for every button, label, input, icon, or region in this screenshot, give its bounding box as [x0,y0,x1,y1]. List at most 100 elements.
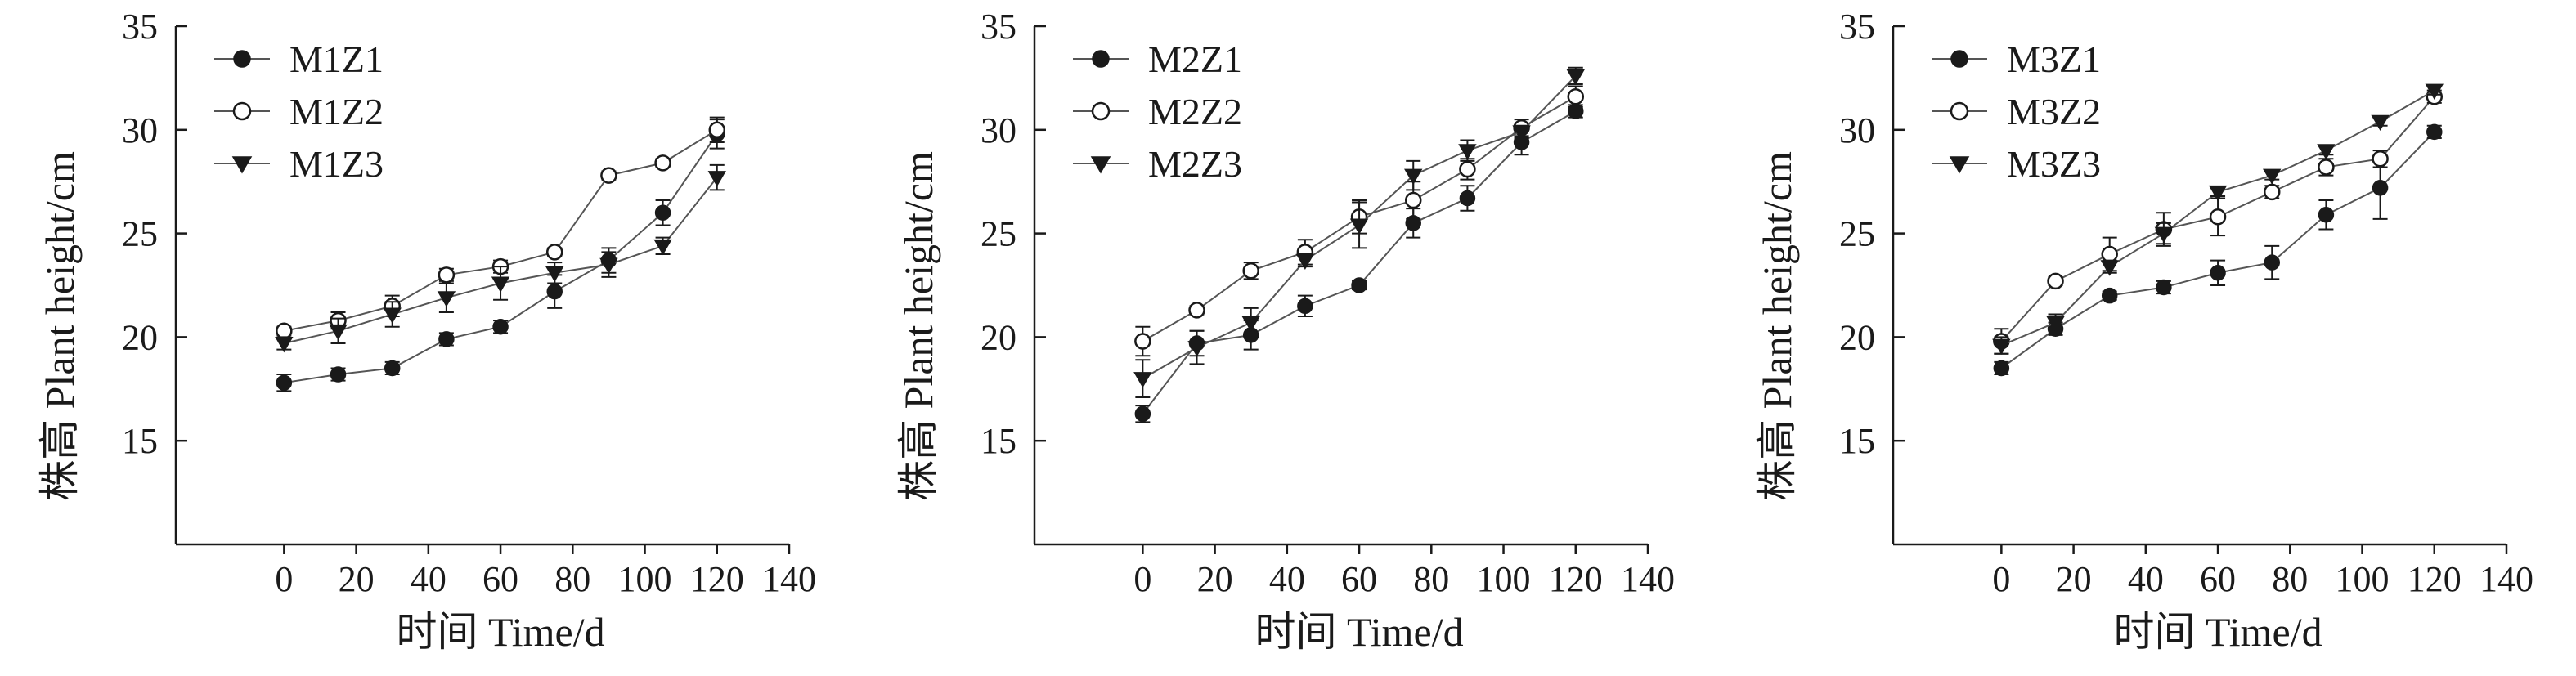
data-point [2426,123,2443,141]
x-tick-label: 140 [2480,559,2533,599]
data-point [2210,265,2226,281]
data-point [708,121,726,139]
data-point [2100,260,2119,276]
x-tick-label: 20 [1197,559,1233,599]
data-point [2046,316,2065,333]
data-point [1567,87,1585,105]
data-point [1512,125,1531,141]
x-tick-label: 80 [2272,559,2308,599]
data-point [600,167,617,184]
data-point [438,331,455,347]
legend-label: M3Z2 [2007,91,2101,132]
legend: M1Z1 M1Z2 M1Z3 [214,38,384,185]
y-tick-label: 30 [122,110,158,150]
x-tick-label: 120 [690,559,744,599]
y-tick-label: 20 [981,317,1016,357]
data-point [2318,207,2335,223]
data-point [1404,191,1422,209]
legend-label: M2Z3 [1148,143,1242,185]
data-point [1992,338,2011,355]
y-tick-label: 30 [1839,110,1875,150]
data-point [1566,69,1585,86]
data-point [329,324,348,341]
chart-panel-1: 15 20 25 30 35 0 20 40 60 80 100 120 140 时间 Time/d 株高 … [37,7,816,655]
legend-label: M3Z3 [2007,143,2101,185]
legend-marker [1950,101,1969,121]
legend-marker [1091,101,1111,121]
data-point [599,257,618,275]
legend-marker [233,50,251,68]
legend-marker [1092,50,1110,68]
x-tick-label: 20 [339,559,375,599]
series-M2Z3 [1133,66,1585,398]
x-axis-label: 时间 Time/d [396,609,604,655]
data-point [1459,160,1476,178]
legend: M3Z1 M3Z2 M3Z3 [1932,38,2101,185]
data-point [2317,144,2336,160]
x-tick-label: 60 [2200,559,2236,599]
x-tick-label: 40 [2128,559,2164,599]
data-point [653,239,672,256]
y-axis-label: 株高 Plant height/cm [1754,151,1800,501]
data-point [438,266,456,284]
legend-marker [1949,156,1970,174]
y-axis-label: 株高 Plant height/cm [37,151,83,501]
x-tick-label: 140 [1621,559,1675,599]
y-tick-label: 20 [122,317,158,357]
data-point [2208,185,2228,202]
data-point [1241,316,1260,333]
data-point [2372,180,2389,196]
y-tick-label: 25 [122,214,158,254]
x-tick-label: 100 [2336,559,2390,599]
data-point [2101,245,2118,263]
legend-marker [231,156,253,174]
data-point [707,171,726,187]
legend: M2Z1 M2Z2 M2Z3 [1073,38,1242,185]
data-point [383,307,402,324]
y-tick-label: 35 [1839,7,1875,47]
x-tick-label: 120 [1549,559,1603,599]
data-point [1459,190,1476,207]
legend-label: M1Z3 [289,143,384,185]
y-tick-label: 20 [1839,317,1875,357]
legend-label: M2Z2 [1148,91,1242,132]
data-point [2371,114,2390,132]
data-point [2209,208,2227,226]
legend-label: M1Z1 [289,38,384,80]
y-tick-label: 30 [981,110,1016,150]
data-point [1134,333,1151,350]
y-axis-label: 株高 Plant height/cm [895,151,941,501]
data-point [1188,302,1205,319]
legend-label: M3Z1 [2007,38,2101,80]
data-point [1187,341,1206,357]
data-point [491,276,510,293]
x-tick-label: 140 [762,559,816,599]
series-M3Z3 [1992,83,2444,355]
y-tick-label: 25 [1839,214,1875,254]
data-point [546,283,563,300]
y-tick-label: 15 [1839,421,1875,461]
x-tick-label: 20 [2056,559,2092,599]
data-point [275,337,294,353]
data-point [2047,272,2064,290]
data-point [2156,279,2172,296]
data-point [1242,262,1259,280]
data-point [654,204,671,221]
x-tick-label: 60 [1341,559,1377,599]
x-tick-label: 40 [411,559,447,599]
x-tick-label: 100 [1477,559,1531,599]
y-tick-label: 35 [981,7,1016,47]
legend-marker [1090,156,1111,174]
y-tick-label: 25 [981,214,1016,254]
data-point [2263,183,2281,201]
data-point [1133,372,1152,388]
y-tick-label: 35 [122,7,158,47]
data-point [1349,218,1369,235]
data-point [654,154,671,172]
x-tick-label: 100 [618,559,672,599]
chart-panel-2: 15 20 25 30 35 0 20 40 60 80 100 120 140 时间 Time/d 株高 … [895,7,1675,655]
x-tick-label: 0 [1133,559,1151,599]
x-axis-label: 时间 Time/d [2113,609,2322,655]
data-point [2425,83,2444,101]
